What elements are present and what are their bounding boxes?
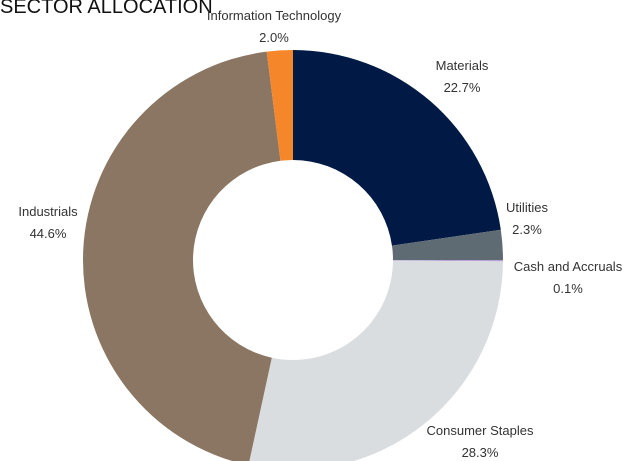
slice-label: Utilities	[506, 200, 548, 215]
donut-slice	[391, 229, 503, 260]
slice-value-label: 2.3%	[512, 222, 542, 237]
slice-value-label: 44.6%	[30, 226, 67, 241]
donut-slice	[83, 51, 281, 461]
slice-label: Consumer Staples	[427, 423, 534, 438]
slice-label: Industrials	[18, 204, 78, 219]
slice-label: Information Technology	[207, 8, 342, 23]
donut-slice	[293, 50, 501, 246]
donut-slice	[266, 50, 293, 161]
slice-value-label: 0.1%	[553, 281, 583, 296]
slice-value-label: 22.7%	[444, 80, 481, 95]
donut-slice	[392, 260, 503, 262]
slice-value-label: 28.3%	[462, 445, 499, 460]
slice-value-label: 2.0%	[259, 30, 289, 45]
donut-slice	[249, 260, 503, 461]
chart-title: SECTOR ALLOCATION	[0, 0, 213, 18]
slice-label: Materials	[436, 58, 489, 73]
slice-label: Cash and Accruals	[514, 259, 623, 274]
